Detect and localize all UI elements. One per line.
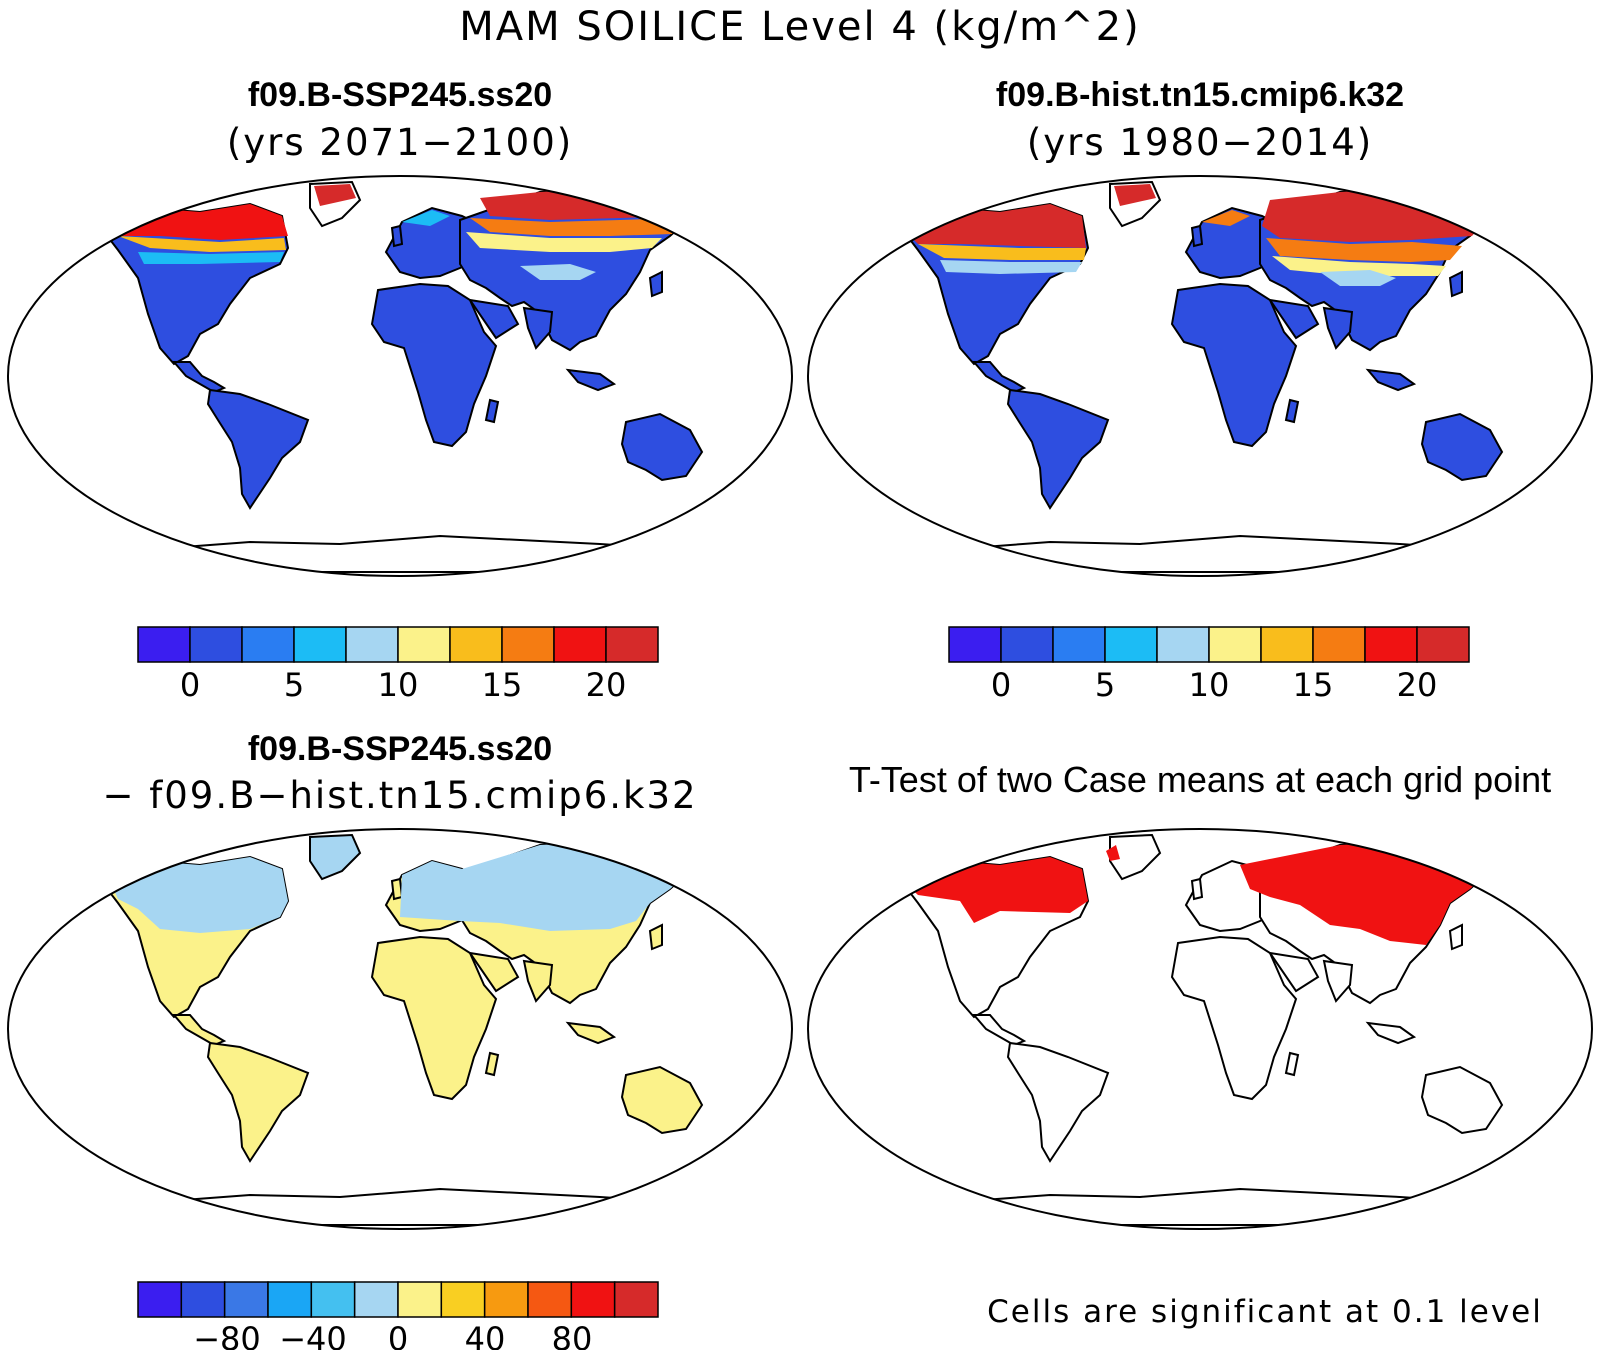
colorbar-tick-label: 15: [482, 666, 523, 704]
colorbar-c: −80 −40 0 40 80: [137, 1281, 659, 1355]
main-title: MAM SOILICE Level 4 (kg/m^2): [459, 4, 1140, 50]
panel-d-title: T-Test of two Case means at each grid po…: [849, 759, 1551, 800]
colorbar-swatch: [223, 1281, 269, 1318]
colorbar-tick-label: 0: [388, 1320, 408, 1350]
colorbar-swatch: [613, 1281, 659, 1318]
colorbar-swatch: [1104, 626, 1158, 663]
colorbar-tick-label: 80: [552, 1320, 593, 1350]
colorbar-tick-label: 0: [180, 666, 200, 704]
colorbar-swatch: [137, 626, 191, 663]
colorbar-swatch: [293, 626, 347, 663]
panel-c-case-title: f09.B-SSP245.ss20: [248, 730, 552, 768]
map-a: [97, 181, 731, 573]
colorbar-swatch: [1364, 626, 1418, 663]
colorbar-swatch: [397, 1281, 443, 1318]
panel-ssp245: f09.B-SSP245.ss20 (yrs 2071−2100) 0 5 10 15…: [7, 76, 793, 704]
panel-c-subtitle: − f09.B−hist.tn15.cmip6.k32: [102, 774, 697, 817]
colorbar-tick-label: 5: [1095, 666, 1115, 704]
colorbar-tick-label: −80: [193, 1320, 261, 1350]
colorbar-swatch: [345, 626, 399, 663]
colorbar-swatch: [1416, 626, 1470, 663]
colorbar-swatch: [553, 626, 607, 663]
map-c-border: [7, 828, 793, 1230]
colorbar-tick-label: 15: [1293, 666, 1334, 704]
colorbar-tick-label: −40: [279, 1320, 347, 1350]
colorbar-tick-label: 10: [1189, 666, 1230, 704]
colorbar-swatch: [483, 1281, 529, 1318]
map-c: [97, 834, 731, 1226]
map-d: [897, 834, 1531, 1226]
colorbar-tick-label: 20: [1397, 666, 1438, 704]
panel-b-subtitle: (yrs 1980−2014): [1027, 121, 1373, 164]
map-d-border: [807, 828, 1593, 1230]
significance-note: Cells are significant at 0.1 level: [987, 1294, 1543, 1330]
colorbar-swatch: [1208, 626, 1262, 663]
panel-ttest: T-Test of two Case means at each grid po…: [807, 759, 1593, 1330]
colorbar-swatch: [267, 1281, 313, 1318]
colorbar-tick-label: 0: [991, 666, 1011, 704]
colorbar-swatch: [397, 626, 451, 663]
map-b: [897, 181, 1531, 573]
colorbar-a: 0 5 10 15 20: [137, 626, 659, 704]
colorbar-swatch: [1000, 626, 1054, 663]
colorbar-swatch: [310, 1281, 356, 1318]
panel-a-subtitle: (yrs 2071−2100): [227, 121, 573, 164]
map-a-border: [7, 175, 793, 577]
colorbar-swatch: [1052, 626, 1106, 663]
colorbar-swatch: [353, 1281, 399, 1318]
colorbar-swatch: [137, 1281, 183, 1318]
colorbar-swatch: [440, 1281, 486, 1318]
panel-a-case-title: f09.B-SSP245.ss20: [248, 76, 552, 114]
colorbar-tick-label: 5: [284, 666, 304, 704]
colorbar-b: 0 5 10 15 20: [948, 626, 1470, 704]
colorbar-swatch: [1312, 626, 1366, 663]
colorbar-swatch: [527, 1281, 573, 1318]
colorbar-tick-label: 10: [378, 666, 419, 704]
panel-b-case-title: f09.B-hist.tn15.cmip6.k32: [996, 76, 1404, 114]
colorbar-swatch: [180, 1281, 226, 1318]
colorbar-swatch: [449, 626, 503, 663]
map-b-border: [807, 175, 1593, 577]
colorbar-swatch: [241, 626, 295, 663]
panel-hist: f09.B-hist.tn15.cmip6.k32 (yrs 1980−2014…: [807, 76, 1593, 704]
colorbar-swatch: [570, 1281, 616, 1318]
colorbar-swatch: [501, 626, 555, 663]
panel-difference: f09.B-SSP245.ss20 − f09.B−hist.tn15.cmip…: [7, 730, 793, 1355]
colorbar-tick-label: 40: [465, 1320, 506, 1350]
colorbar-swatch: [1260, 626, 1314, 663]
colorbar-swatch: [1156, 626, 1210, 663]
colorbar-swatch: [189, 626, 243, 663]
colorbar-swatch: [948, 626, 1002, 663]
colorbar-tick-label: 20: [586, 666, 627, 704]
colorbar-swatch: [605, 626, 659, 663]
